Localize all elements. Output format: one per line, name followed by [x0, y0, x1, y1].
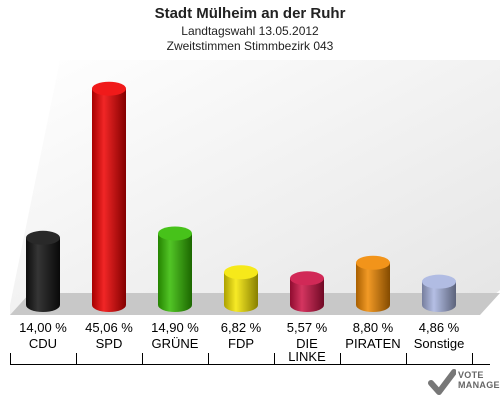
category-label: CDU: [28, 336, 58, 351]
bar: [224, 265, 258, 312]
axis-tick: [142, 353, 143, 365]
chart-backdrop: [10, 60, 500, 315]
axis-tick: [340, 353, 341, 365]
bar-value-label: 8,80 %: [352, 320, 394, 335]
bar-value-label: 5,57 %: [286, 320, 328, 335]
bar-cap: [158, 226, 192, 241]
bar: [158, 226, 192, 312]
chart-title: Stadt Mülheim an der Ruhr: [154, 5, 346, 22]
vote-manager-logo: VOTE MANAGER: [428, 368, 500, 398]
bar-cap: [26, 230, 60, 245]
bar-body: [422, 281, 456, 312]
bar-body: [158, 233, 192, 312]
bar-body: [92, 88, 126, 312]
bar: [92, 81, 126, 312]
category-label: FDP: [228, 336, 254, 351]
x-axis-line: [10, 364, 490, 365]
bar-value-label: 45,06 %: [85, 320, 133, 335]
watermark-line2: MANAGER: [458, 380, 500, 390]
bar-body: [356, 262, 390, 312]
bar-cap: [290, 271, 324, 286]
bar: [422, 274, 456, 312]
category-label: SPD: [95, 336, 123, 351]
watermark-line1: VOTE: [458, 370, 484, 380]
bar: [356, 255, 390, 312]
chart-subtitle-district: Zweitstimmen Stimmbezirk 043: [166, 39, 334, 53]
axis-tick: [472, 353, 473, 365]
category-label: PIRATEN: [345, 336, 401, 351]
axis-tick: [76, 353, 77, 365]
bar: [290, 271, 324, 312]
bar-value-label: 4,86 %: [418, 320, 460, 335]
bar-cap: [92, 81, 126, 96]
checkmark-icon: [428, 369, 457, 395]
bar-group: [26, 81, 456, 312]
bar-cap: [224, 265, 258, 280]
bar-body: [26, 237, 60, 312]
axis-tick: [274, 353, 275, 365]
bar-cap: [422, 274, 456, 289]
bar-value-label: 14,00 %: [19, 320, 67, 335]
category-label: GRÜNE: [151, 336, 199, 351]
bar-value-label: 14,90 %: [151, 320, 199, 335]
bar-cap: [356, 255, 390, 270]
chart-subtitle-date: Landtagswahl 13.05.2012: [181, 24, 319, 38]
axis-tick: [208, 353, 209, 365]
bar: [26, 230, 60, 312]
bar-value-label: 6,82 %: [220, 320, 262, 335]
category-label: DIE LINKE: [288, 336, 326, 364]
axis-tick: [10, 353, 11, 365]
bar-body: [224, 272, 258, 312]
bar-body: [290, 278, 324, 312]
category-label: Sonstige: [413, 336, 465, 351]
axis-tick: [406, 353, 407, 365]
